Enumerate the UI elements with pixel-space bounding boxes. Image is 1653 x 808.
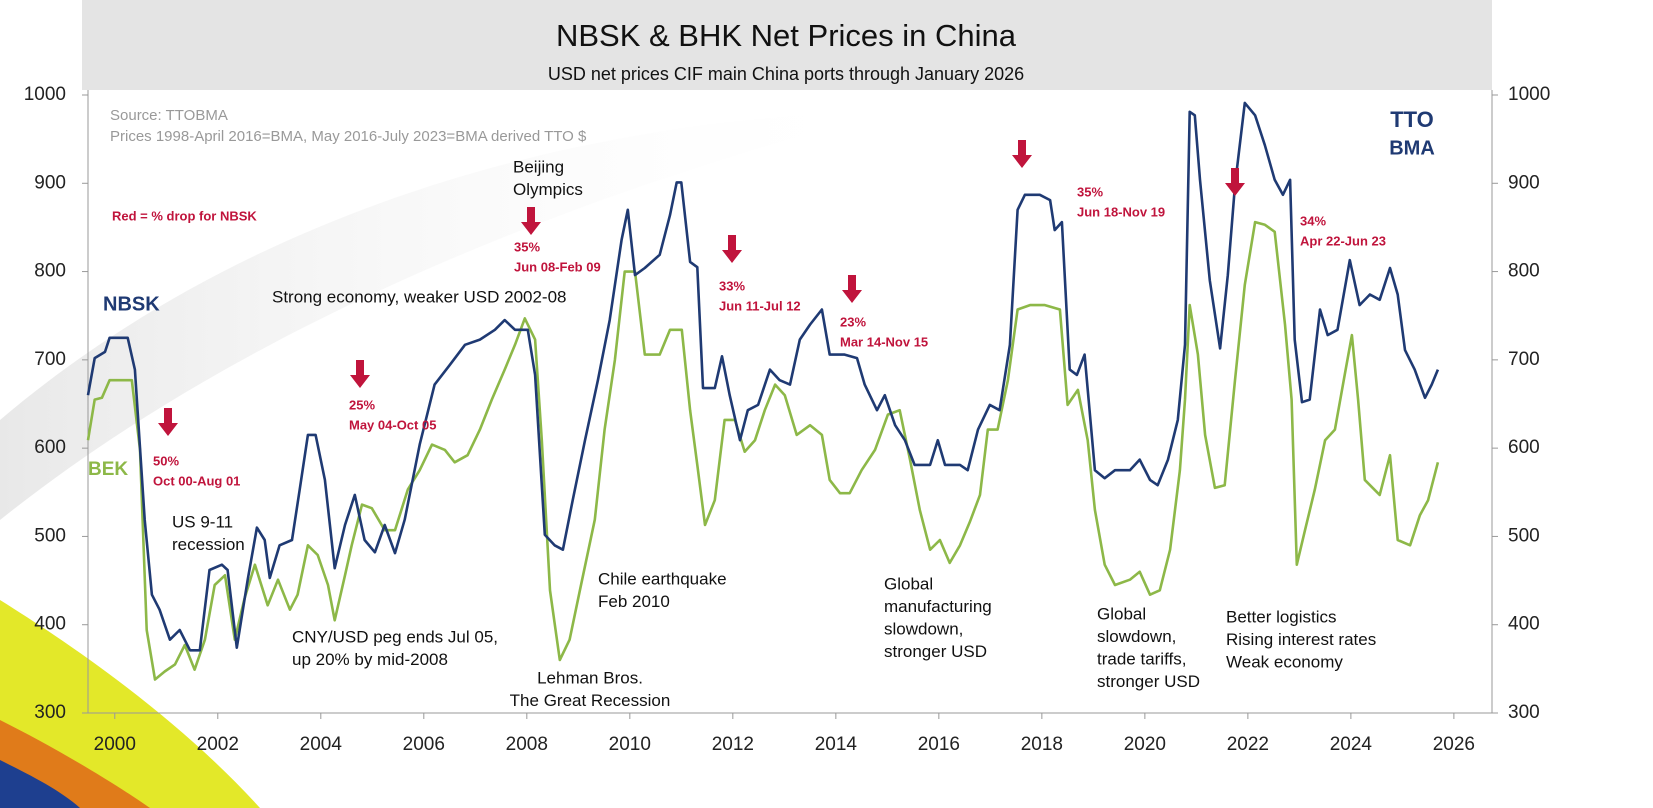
y-tick-label: 1000 xyxy=(24,84,66,105)
y-tick-label: 500 xyxy=(34,525,66,546)
drop-arrow xyxy=(350,360,370,388)
y-tick-label: 400 xyxy=(34,614,66,635)
drop-pct: 35% xyxy=(1077,184,1103,199)
x-tick-label: 2018 xyxy=(1021,734,1063,755)
drop-arrow xyxy=(722,235,742,263)
x-tick-label: 2000 xyxy=(94,734,136,755)
background-swoosh xyxy=(0,110,900,520)
x-tick-label: 2024 xyxy=(1330,734,1373,755)
drop-pct: 33% xyxy=(719,278,745,293)
drop-period: Jun 08-Feb 09 xyxy=(514,259,601,274)
drop-arrow xyxy=(521,207,541,235)
drop-period: Jun 18-Nov 19 xyxy=(1077,204,1165,219)
title-band xyxy=(82,0,1492,90)
annotation: Rising interest rates xyxy=(1226,630,1376,649)
y-tick-label: 300 xyxy=(34,702,66,723)
annotation: Olympics xyxy=(513,180,583,199)
annotation: Better logistics xyxy=(1226,607,1337,626)
key: Red = % drop for NBSK xyxy=(112,208,257,223)
x-tick-label: 2022 xyxy=(1227,734,1269,755)
y-tick-label: 800 xyxy=(34,261,66,282)
annotation: CNY/USD peg ends Jul 05, xyxy=(292,627,498,646)
annotation: Lehman Bros. xyxy=(537,668,643,687)
annotation: Global xyxy=(1097,604,1146,623)
x-tick-label: 2012 xyxy=(712,734,754,755)
drop-pct: 34% xyxy=(1300,213,1326,228)
y2-tick-label: 900 xyxy=(1508,172,1540,193)
drop-period: Jun 11-Jul 12 xyxy=(719,298,801,313)
y2-tick-label: 400 xyxy=(1508,614,1540,635)
y-tick-label: 600 xyxy=(34,437,66,458)
drop-period: Apr 22-Jun 23 xyxy=(1300,233,1386,248)
annotation: manufacturing xyxy=(884,597,992,616)
series-line xyxy=(86,101,1440,652)
y2-tick-label: 500 xyxy=(1508,525,1540,546)
annotation: recession xyxy=(172,535,245,554)
x-tick-label: 2026 xyxy=(1433,734,1475,755)
y-tick-label: 700 xyxy=(34,349,66,370)
annotation: The Great Recession xyxy=(510,691,671,710)
chart-title: NBSK & BHK Net Prices in China xyxy=(556,18,1017,53)
annotation: Weak economy xyxy=(1226,652,1343,671)
drop-period: May 04-Oct 05 xyxy=(349,417,436,432)
x-tick-label: 2016 xyxy=(918,734,960,755)
drop-period: Mar 14-Nov 15 xyxy=(840,334,928,349)
annotation: Feb 2010 xyxy=(598,592,670,611)
note: Prices 1998-April 2016=BMA, May 2016-Jul… xyxy=(110,128,587,145)
annotation: stronger USD xyxy=(884,642,987,661)
y2-tick-label: 800 xyxy=(1508,261,1540,282)
annotation: Beijing xyxy=(513,157,564,176)
x-tick-label: 2002 xyxy=(197,734,239,755)
drop-pct: 50% xyxy=(153,453,179,468)
y-tick-label: 900 xyxy=(34,172,66,193)
annotation: US 9-11 xyxy=(172,512,233,531)
y2-tick-label: 600 xyxy=(1508,437,1540,458)
drop-pct: 35% xyxy=(514,239,540,254)
drop-period: Oct 00-Aug 01 xyxy=(153,473,240,488)
annotation: Global xyxy=(884,574,933,593)
annotation: Strong economy, weaker USD 2002-08 xyxy=(272,287,567,306)
logo: BMA xyxy=(1389,137,1435,159)
x-tick-label: 2010 xyxy=(609,734,651,755)
annotation: Chile earthquake xyxy=(598,569,727,588)
y2-tick-label: 1000 xyxy=(1508,84,1550,105)
source: Source: TTOBMA xyxy=(110,107,228,124)
x-tick-label: 2014 xyxy=(815,734,858,755)
drop-arrow xyxy=(842,275,862,303)
decor-blue xyxy=(0,760,80,808)
drop-pct: 25% xyxy=(349,397,375,412)
annotation: slowdown, xyxy=(1097,627,1176,646)
series-label: NBSK xyxy=(103,293,160,315)
drop-arrow xyxy=(158,408,178,436)
annotation: up 20% by mid-2008 xyxy=(292,650,448,669)
series-line xyxy=(86,220,1440,681)
logo: TTO xyxy=(1390,107,1434,132)
drop-arrow xyxy=(1225,168,1245,196)
chart-subtitle: USD net prices CIF main China ports thro… xyxy=(548,64,1024,84)
series-label: BEK xyxy=(88,459,128,480)
annotation: stronger USD xyxy=(1097,672,1200,691)
x-tick-label: 2020 xyxy=(1124,734,1166,755)
y2-tick-label: 300 xyxy=(1508,702,1540,723)
x-tick-label: 2004 xyxy=(300,734,343,755)
x-tick-label: 2008 xyxy=(506,734,548,755)
drop-arrow xyxy=(1012,140,1032,168)
annotation: slowdown, xyxy=(884,619,963,638)
y2-tick-label: 700 xyxy=(1508,349,1540,370)
annotation: trade tariffs, xyxy=(1097,649,1186,668)
x-tick-label: 2006 xyxy=(403,734,445,755)
drop-pct: 23% xyxy=(840,314,866,329)
